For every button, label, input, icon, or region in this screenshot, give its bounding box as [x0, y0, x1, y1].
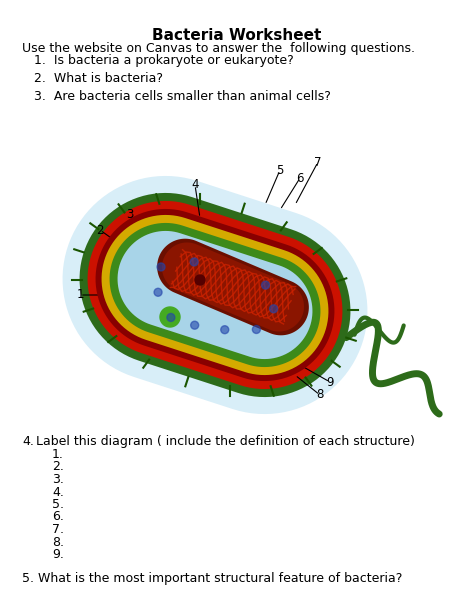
Text: 9: 9	[326, 376, 334, 389]
Text: 5. What is the most important structural feature of bacteria?: 5. What is the most important structural…	[22, 572, 402, 585]
Circle shape	[191, 321, 199, 329]
Text: 4: 4	[191, 178, 199, 191]
Polygon shape	[162, 243, 304, 332]
Polygon shape	[109, 223, 320, 367]
Text: 1.  Is bacteria a prokaryote or eukaryote?: 1. Is bacteria a prokaryote or eukaryote…	[34, 54, 294, 67]
Circle shape	[195, 275, 205, 285]
Text: 4.: 4.	[52, 485, 64, 498]
Polygon shape	[88, 201, 342, 389]
Text: Label this diagram ( include the definition of each structure): Label this diagram ( include the definit…	[36, 435, 415, 448]
Circle shape	[262, 281, 270, 289]
Polygon shape	[157, 238, 309, 335]
Text: 4.: 4.	[22, 435, 34, 448]
Polygon shape	[80, 193, 350, 397]
Text: 6.: 6.	[52, 511, 64, 524]
Text: 2.: 2.	[52, 460, 64, 473]
Text: 6: 6	[296, 172, 304, 185]
Circle shape	[221, 326, 229, 333]
Text: 1.: 1.	[52, 448, 64, 461]
Polygon shape	[118, 231, 312, 359]
Polygon shape	[101, 215, 328, 375]
Circle shape	[167, 313, 175, 321]
Text: 2.  What is bacteria?: 2. What is bacteria?	[34, 72, 163, 85]
Text: 5: 5	[276, 164, 283, 177]
Text: 7: 7	[314, 156, 322, 169]
Text: 3: 3	[126, 208, 134, 221]
Text: 2: 2	[96, 224, 104, 237]
Polygon shape	[63, 176, 367, 414]
Text: 1: 1	[76, 289, 84, 302]
Circle shape	[157, 263, 165, 271]
Text: 9.: 9.	[52, 548, 64, 561]
Text: Use the website on Canvas to answer the  following questions.: Use the website on Canvas to answer the …	[22, 42, 415, 55]
Text: 3.: 3.	[52, 473, 64, 486]
Text: Bacteria Worksheet: Bacteria Worksheet	[152, 28, 322, 43]
Text: 8.: 8.	[52, 536, 64, 549]
Text: 7.: 7.	[52, 523, 64, 536]
Text: 3.  Are bacteria cells smaller than animal cells?: 3. Are bacteria cells smaller than anima…	[34, 90, 331, 103]
Text: 5.: 5.	[52, 498, 64, 511]
Circle shape	[160, 307, 180, 327]
Text: 8: 8	[316, 389, 324, 402]
Polygon shape	[96, 209, 335, 381]
Circle shape	[270, 305, 278, 313]
Circle shape	[252, 326, 260, 333]
Circle shape	[190, 258, 198, 266]
Circle shape	[154, 288, 162, 296]
